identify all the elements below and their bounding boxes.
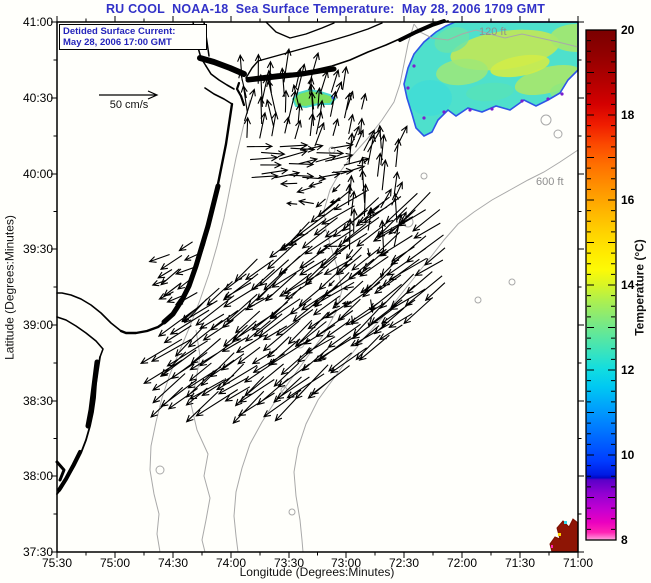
tick-label: 37:30 — [22, 545, 53, 559]
tick-label: 73:00 — [330, 556, 362, 570]
tick-label: 74:00 — [215, 556, 247, 570]
x-axis-label: Longitude (Degrees:Minutes) — [239, 565, 395, 579]
tick-label: 16 — [621, 192, 635, 207]
figure-title: RU COOL NOAA-18 Sea Surface Temperature:… — [105, 2, 546, 16]
tick-label: 20 — [621, 23, 635, 37]
tick-label: 73:30 — [273, 556, 305, 570]
tick-label: 40:30 — [22, 91, 53, 105]
tick-label: 18 — [621, 108, 635, 123]
contour-label-600ft: 600 ft — [536, 176, 564, 188]
tick-label: 75:00 — [99, 556, 131, 570]
annotation-line-1: Detided Surface Current: — [63, 26, 176, 37]
tick-label: 12 — [621, 363, 635, 378]
tick-label: 40:00 — [22, 167, 53, 181]
tick-label: 39:00 — [22, 318, 53, 332]
tick-label: 41:00 — [22, 15, 53, 29]
scale-arrow-label: 50 cm/s — [109, 99, 149, 111]
tick-label: 71:30 — [504, 556, 536, 570]
tick-label: 72:00 — [446, 556, 478, 570]
contour-label-120ft: 120 ft — [479, 26, 507, 38]
tick-label: 71:00 — [562, 556, 594, 570]
tick-label: 39:30 — [22, 242, 53, 256]
y-axis-label: Latitude (Degrees:Minutes) — [2, 215, 17, 360]
annotation-line-2: May 28, 2006 17:00 GMT — [63, 37, 172, 49]
tick-label: 74:30 — [157, 556, 189, 570]
tick-label: 72:30 — [388, 556, 420, 570]
tick-label: 8 — [621, 533, 628, 547]
tick-label: 75:30 — [41, 556, 73, 570]
tick-label: 38:30 — [22, 394, 53, 408]
tick-label: 10 — [621, 447, 635, 462]
tick-label: 14 — [621, 278, 635, 292]
tick-label: 38:00 — [22, 469, 53, 483]
current-annotation-box: Detided Surface Current: May 28, 2006 17… — [59, 24, 207, 51]
